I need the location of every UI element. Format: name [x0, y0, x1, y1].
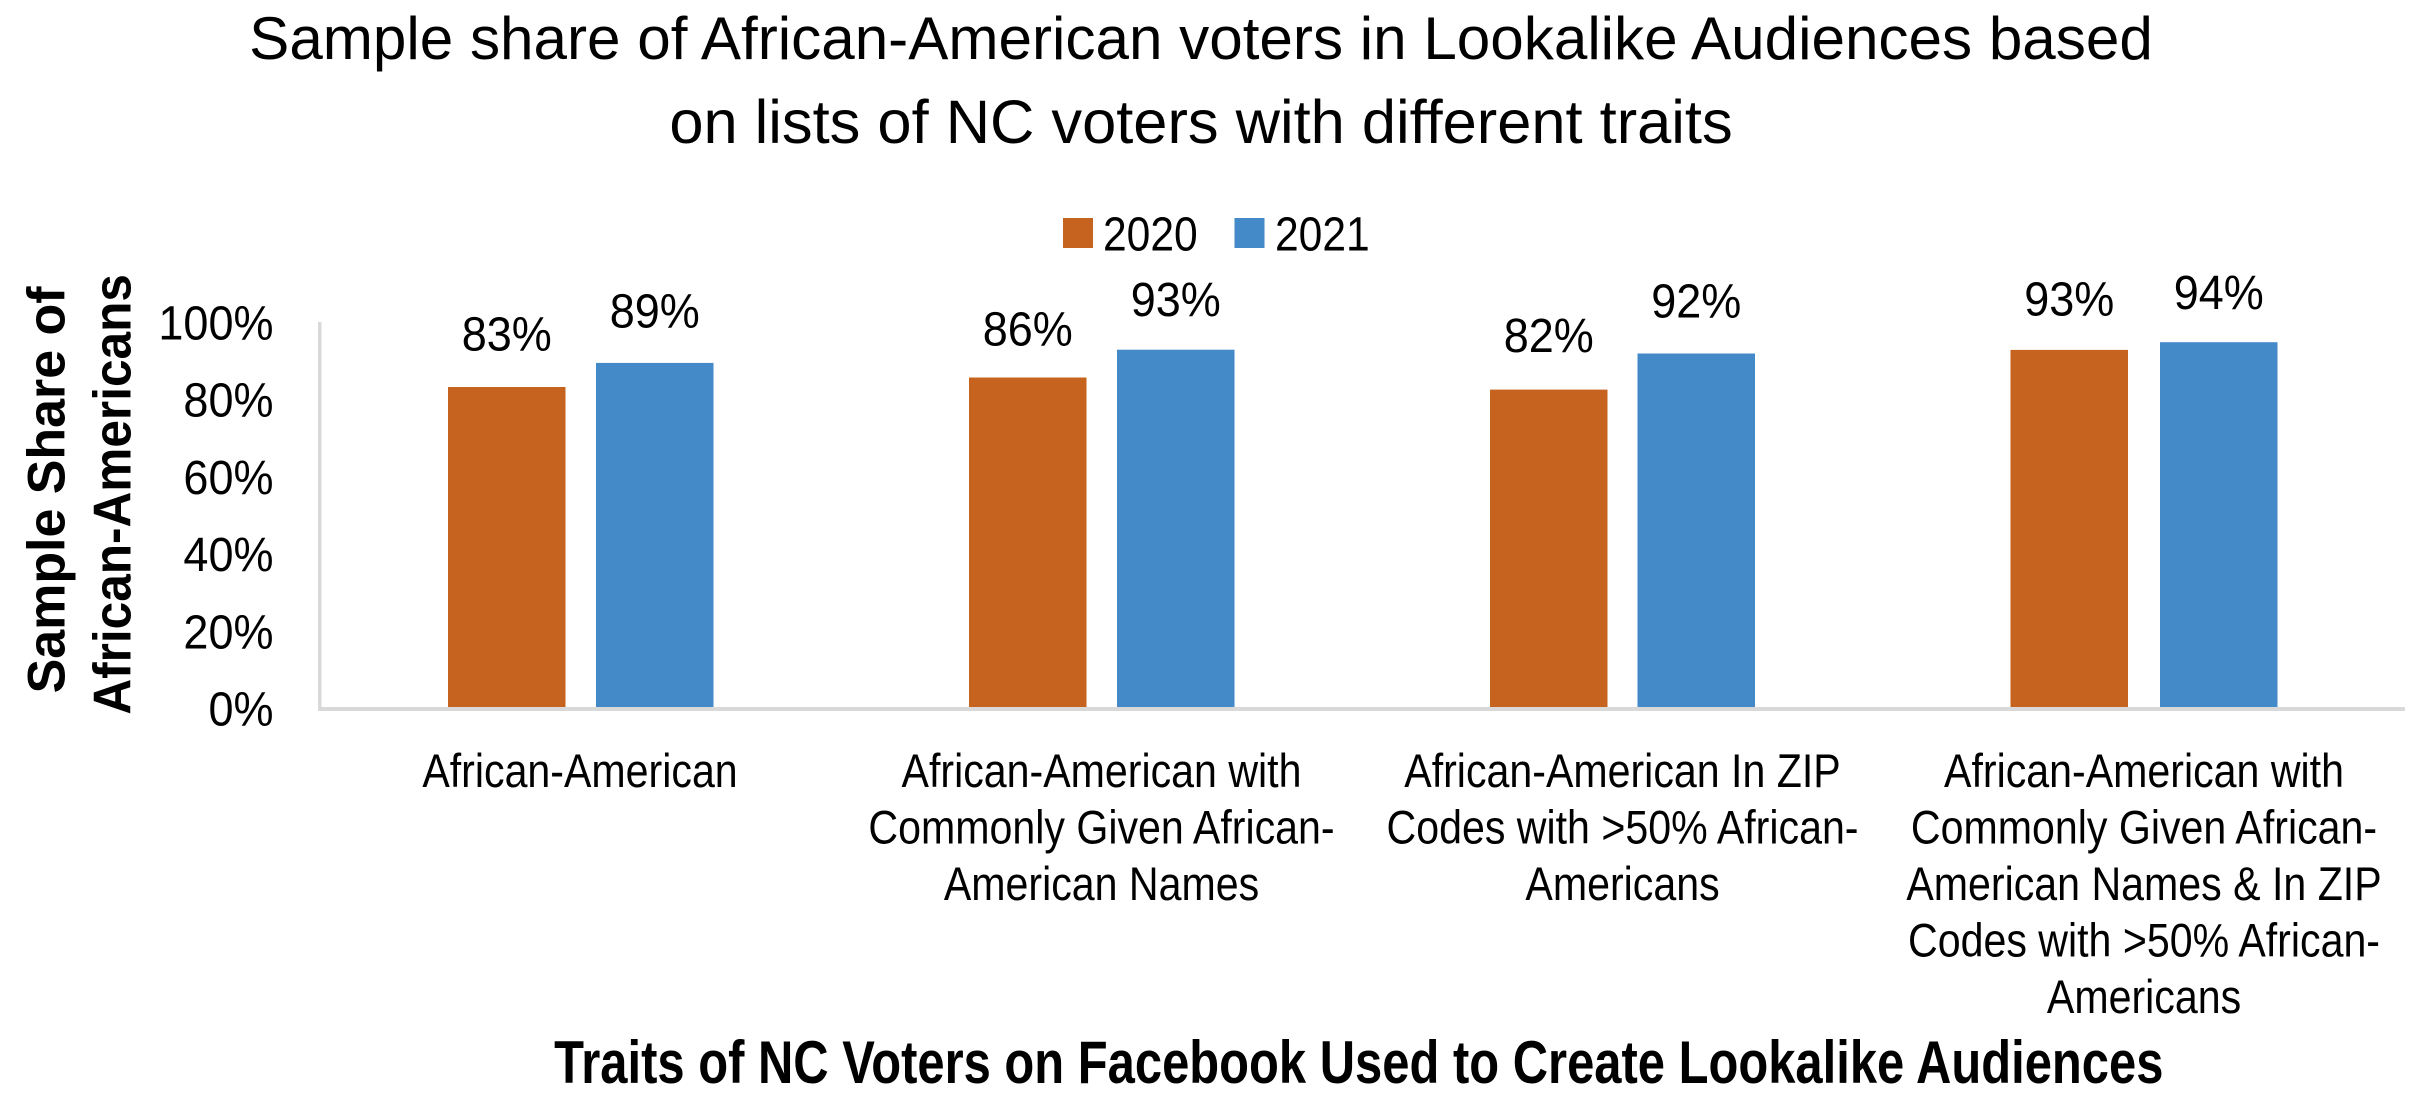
- svg-text:Sample share of African-Americ: Sample share of African-American voters …: [249, 5, 2153, 72]
- svg-text:African-American In ZIP: African-American In ZIP: [1404, 745, 1840, 797]
- svg-text:20%: 20%: [183, 605, 273, 659]
- svg-text:Codes with >50% African-: Codes with >50% African-: [1908, 915, 2380, 967]
- svg-text:Traits of NC Voters on Faceboo: Traits of NC Voters on Facebook Used to …: [554, 1028, 2163, 1096]
- svg-text:94%: 94%: [2174, 265, 2264, 319]
- svg-text:American Names: American Names: [944, 858, 1259, 910]
- svg-text:Americans: Americans: [2047, 971, 2241, 1023]
- svg-text:African-American with: African-American with: [1944, 745, 2344, 797]
- svg-text:2020: 2020: [1103, 207, 1198, 261]
- svg-text:93%: 93%: [2024, 272, 2114, 326]
- svg-text:89%: 89%: [610, 284, 700, 338]
- svg-text:60%: 60%: [183, 450, 273, 504]
- svg-text:Commonly Given African-: Commonly Given African-: [868, 802, 1334, 854]
- svg-text:on lists of NC voters with dif: on lists of NC voters with different tra…: [669, 88, 1732, 157]
- svg-text:Codes with >50% African-: Codes with >50% African-: [1387, 802, 1859, 854]
- svg-text:93%: 93%: [1131, 272, 1221, 326]
- svg-text:100%: 100%: [158, 296, 273, 350]
- svg-text:Americans: Americans: [1525, 858, 1719, 910]
- svg-text:2021: 2021: [1275, 207, 1370, 261]
- svg-text:African-Americans: African-Americans: [83, 274, 142, 715]
- svg-text:0%: 0%: [208, 682, 273, 736]
- svg-text:African-American: African-American: [422, 745, 737, 797]
- svg-text:80%: 80%: [183, 373, 273, 427]
- svg-text:Sample Share of: Sample Share of: [18, 286, 77, 693]
- svg-text:American Names & In ZIP: American Names & In ZIP: [1906, 858, 2381, 910]
- svg-text:86%: 86%: [983, 302, 1073, 356]
- svg-text:Commonly Given African-: Commonly Given African-: [1911, 802, 2377, 854]
- svg-text:83%: 83%: [462, 307, 552, 361]
- svg-text:African-American with: African-American with: [902, 745, 1302, 797]
- svg-text:82%: 82%: [1504, 309, 1594, 363]
- svg-text:92%: 92%: [1651, 274, 1741, 328]
- svg-text:40%: 40%: [183, 528, 273, 582]
